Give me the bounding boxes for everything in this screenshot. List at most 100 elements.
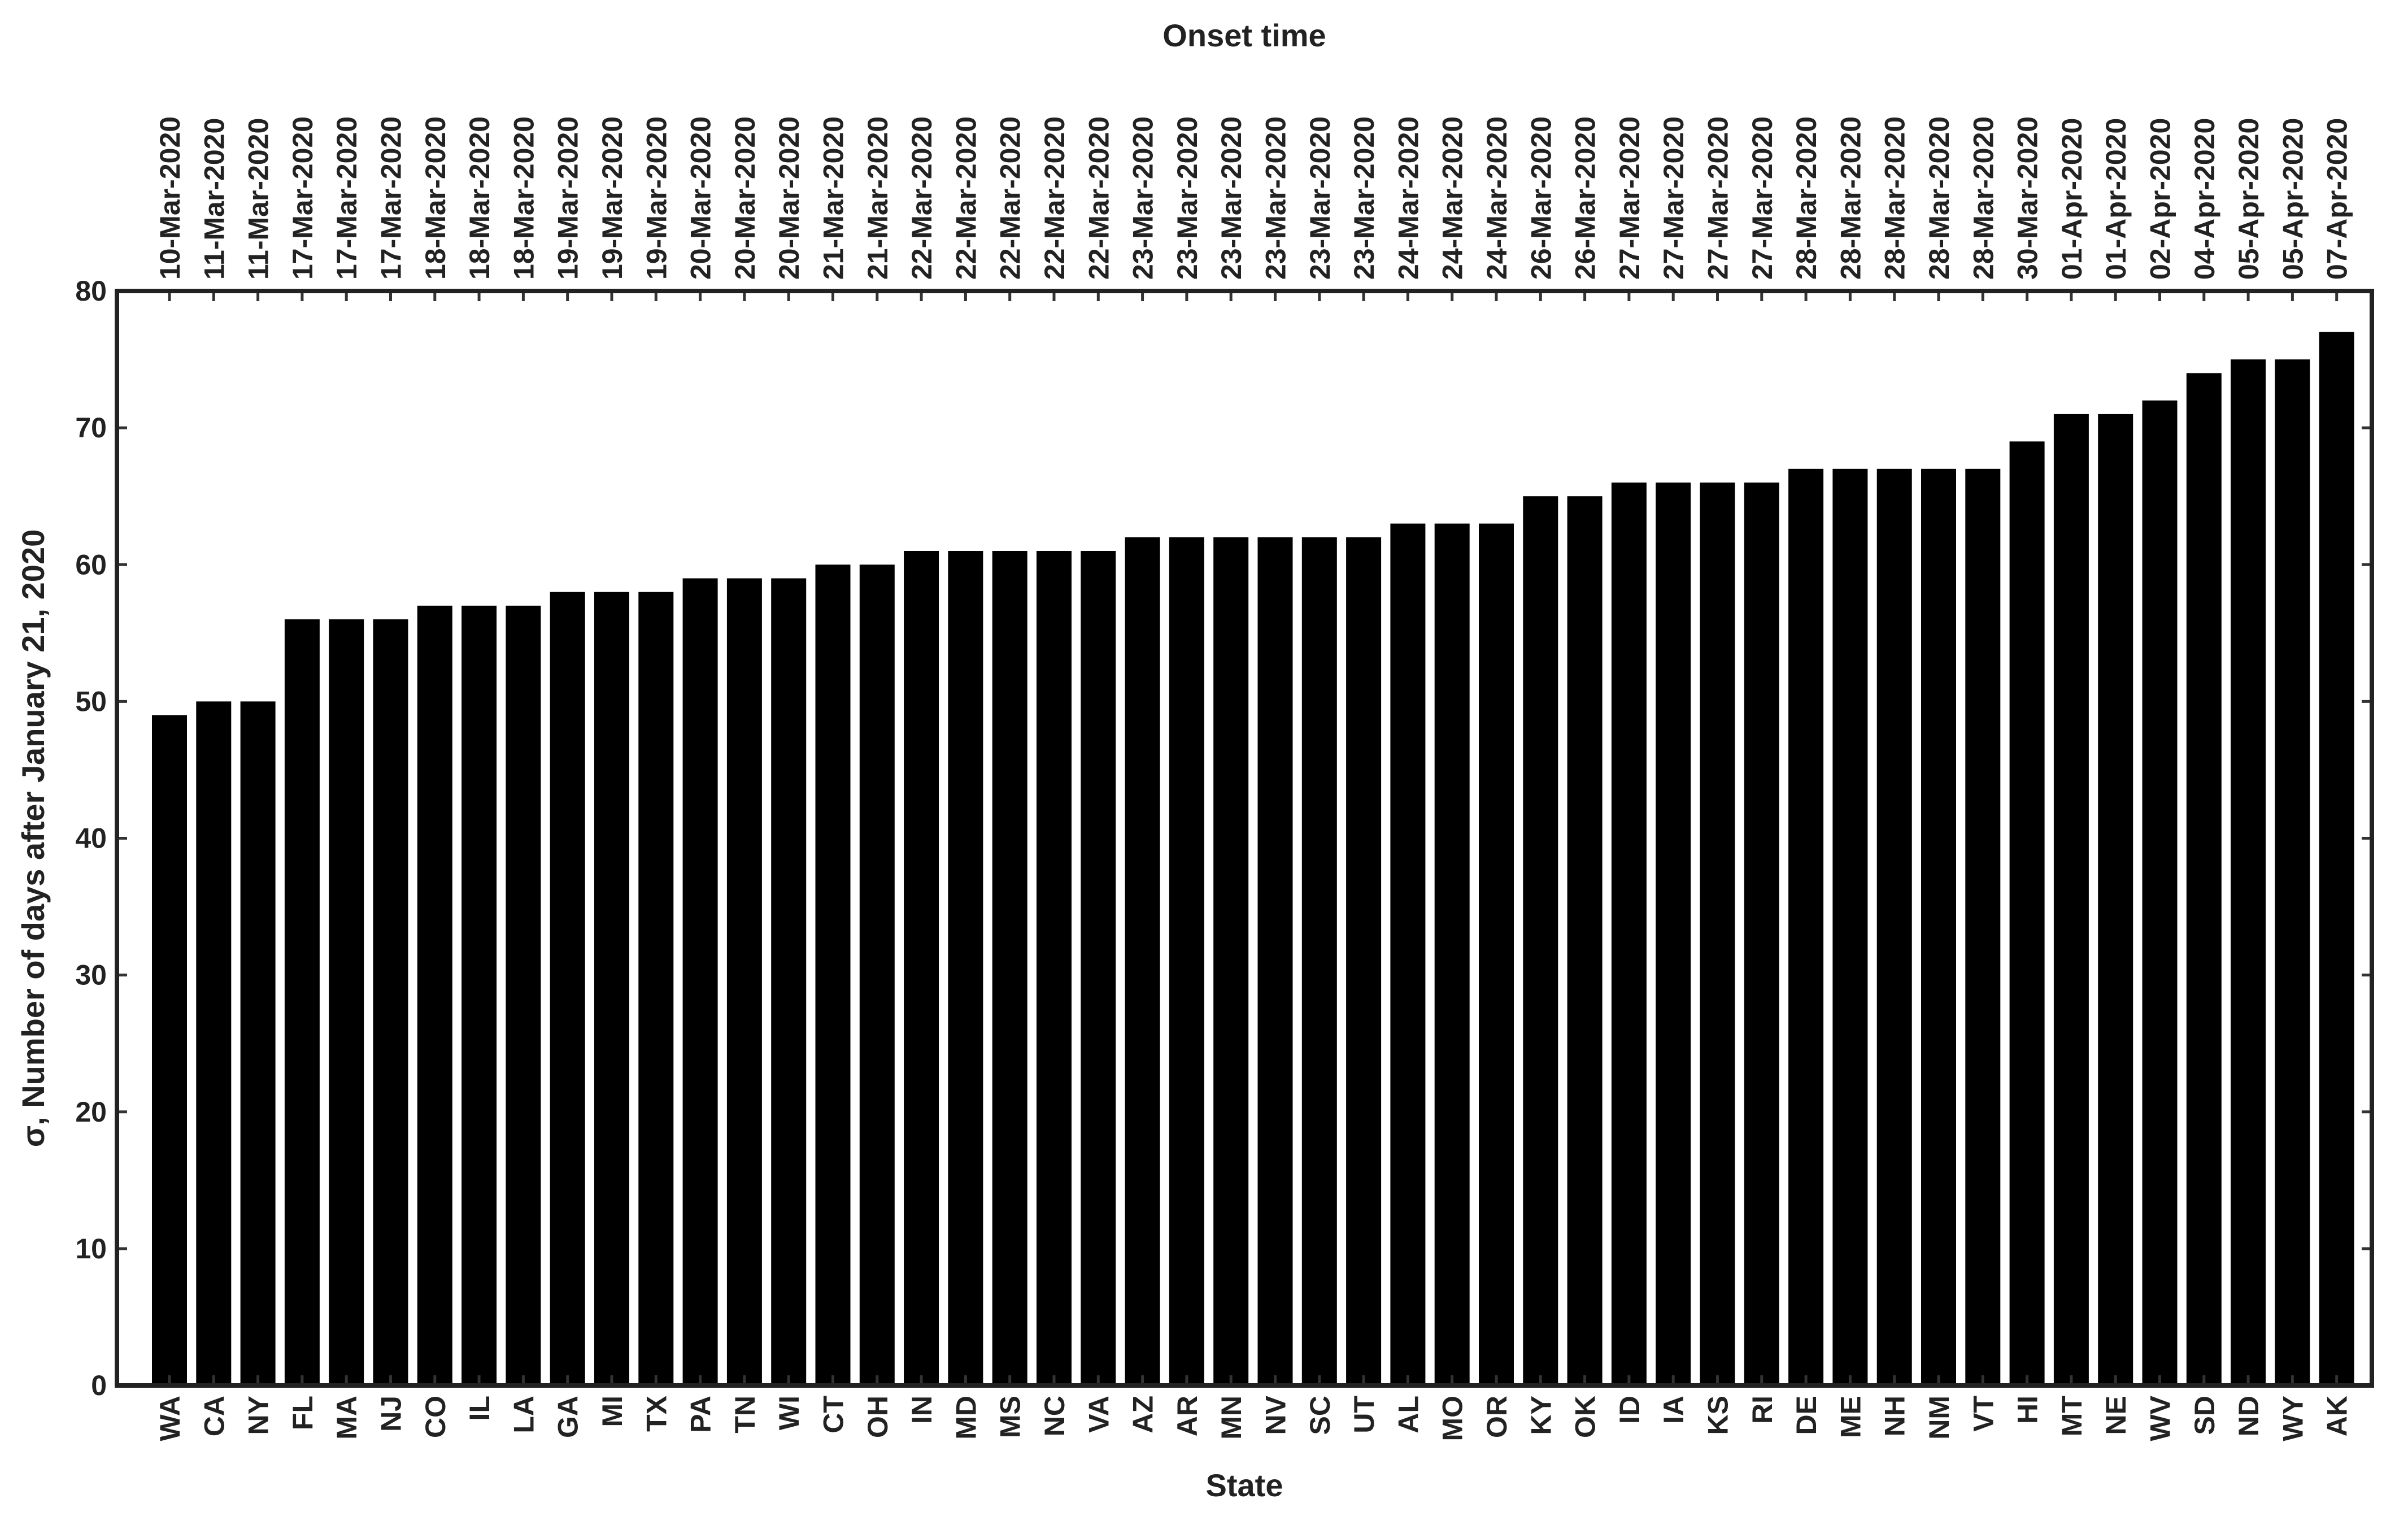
top-tick-label: 20-Mar-2020	[773, 116, 805, 280]
y-tick-label: 10	[75, 1233, 107, 1265]
bar-VA	[1081, 551, 1116, 1385]
bar-IL	[461, 605, 497, 1385]
x-tick-label: WA	[154, 1396, 186, 1441]
x-tick-label: NC	[1039, 1396, 1070, 1436]
bar-CA	[196, 701, 232, 1385]
x-tick-label: MI	[596, 1396, 628, 1427]
bar-CO	[417, 605, 452, 1385]
bar-MN	[1213, 537, 1249, 1385]
bar-WI	[771, 578, 807, 1385]
top-tick-label: 23-Mar-2020	[1348, 116, 1380, 280]
top-tick-label: 17-Mar-2020	[331, 116, 363, 280]
top-tick-label: 23-Mar-2020	[1216, 116, 1247, 280]
bar-WY	[2275, 359, 2310, 1385]
bar-PA	[682, 578, 718, 1385]
x-tick-label: IL	[464, 1396, 495, 1421]
top-tick-label: 17-Mar-2020	[376, 116, 407, 280]
top-tick-label: 18-Mar-2020	[508, 116, 539, 280]
top-tick-label: 01-Apr-2020	[2100, 118, 2132, 280]
x-tick-label: OR	[1481, 1396, 1513, 1438]
top-tick-label: 21-Mar-2020	[862, 116, 894, 280]
top-tick-label: 20-Mar-2020	[729, 116, 761, 280]
bar-MD	[948, 551, 983, 1385]
top-tick-label: 24-Mar-2020	[1481, 116, 1513, 280]
x-tick-label: WV	[2145, 1395, 2176, 1441]
bar-MA	[329, 619, 364, 1385]
top-tick-label: 22-Mar-2020	[995, 116, 1026, 280]
x-tick-label: MS	[995, 1396, 1026, 1438]
top-tick-label: 22-Mar-2020	[1039, 116, 1070, 280]
x-tick-label: AR	[1172, 1396, 1203, 1436]
bar-MT	[2053, 414, 2089, 1385]
bar-KS	[1700, 483, 1735, 1385]
bar-NH	[1876, 468, 1912, 1385]
x-tick-label: PA	[685, 1396, 717, 1433]
bar-TX	[638, 592, 674, 1385]
bar-RI	[1744, 483, 1779, 1385]
x-tick-label: WI	[773, 1396, 805, 1430]
y-tick-label: 30	[75, 959, 107, 991]
y-axis-label: σ, Number of days after January 21, 2020	[15, 529, 51, 1147]
x-tick-label: NM	[1923, 1396, 1955, 1440]
x-tick-label: TX	[641, 1396, 672, 1432]
bar-FL	[284, 619, 320, 1385]
top-tick-label: 18-Mar-2020	[464, 116, 495, 280]
bar-GA	[550, 592, 585, 1385]
y-tick-label: 80	[75, 275, 107, 307]
x-tick-label: ID	[1614, 1396, 1645, 1424]
x-tick-label: UT	[1348, 1396, 1380, 1434]
bar-MI	[594, 592, 629, 1385]
bar-TN	[726, 578, 762, 1385]
bar-ND	[2231, 359, 2266, 1385]
x-tick-label: NE	[2100, 1396, 2132, 1435]
x-tick-label: IN	[906, 1396, 938, 1424]
bar-KY	[1523, 496, 1558, 1386]
x-tick-label: VT	[1967, 1396, 1999, 1432]
x-tick-label: MN	[1216, 1396, 1247, 1440]
top-tick-label: 11-Mar-2020	[198, 118, 230, 280]
top-tick-label: 07-Apr-2020	[2322, 118, 2353, 280]
top-tick-label: 05-Apr-2020	[2277, 118, 2309, 280]
x-tick-label: MD	[950, 1396, 982, 1440]
top-tick-label: 24-Mar-2020	[1437, 116, 1469, 280]
bar-SC	[1301, 537, 1337, 1385]
top-tick-label: 21-Mar-2020	[818, 116, 850, 280]
x-tick-label: IA	[1658, 1396, 1689, 1424]
top-tick-label: 30-Mar-2020	[2012, 116, 2044, 280]
top-tick-label: 22-Mar-2020	[906, 116, 938, 280]
x-tick-label: NH	[1879, 1396, 1911, 1436]
top-tick-label: 10-Mar-2020	[154, 116, 186, 280]
x-tick-label: KS	[1702, 1396, 1734, 1435]
top-tick-label: 28-Mar-2020	[1835, 116, 1866, 280]
bar-SD	[2186, 373, 2222, 1385]
bar-OH	[859, 564, 895, 1386]
x-tick-label: SD	[2189, 1396, 2220, 1435]
top-tick-label: 28-Mar-2020	[1791, 116, 1822, 280]
top-tick-label: 20-Mar-2020	[685, 116, 717, 280]
top-tick-label: 23-Mar-2020	[1172, 116, 1203, 280]
x-tick-label: VA	[1083, 1396, 1114, 1433]
bar-AR	[1169, 537, 1204, 1385]
bar-IA	[1656, 483, 1691, 1385]
top-tick-label: 28-Mar-2020	[1923, 116, 1955, 280]
plot-frame	[115, 289, 2374, 1388]
bar-AL	[1390, 523, 1426, 1385]
top-tick-label: 23-Mar-2020	[1304, 116, 1336, 280]
bar-VT	[1965, 468, 2001, 1385]
x-tick-label: ND	[2233, 1396, 2265, 1436]
x-tick-label: MO	[1437, 1396, 1469, 1441]
x-tick-label: NV	[1260, 1395, 1292, 1435]
bar-NY	[240, 701, 276, 1385]
x-tick-label: DE	[1791, 1396, 1822, 1435]
top-tick-label: 22-Mar-2020	[1083, 116, 1114, 280]
x-tick-label: WY	[2277, 1396, 2309, 1441]
x-tick-label: SC	[1304, 1396, 1336, 1435]
bar-IN	[904, 551, 939, 1385]
x-tick-label: AZ	[1127, 1396, 1159, 1434]
x-tick-label: CO	[420, 1396, 451, 1438]
bar-WV	[2142, 400, 2178, 1386]
bar-NC	[1037, 551, 1072, 1385]
x-tick-label: MA	[331, 1396, 363, 1440]
y-tick-label: 20	[75, 1096, 107, 1128]
top-tick-label: 11-Mar-2020	[243, 118, 275, 280]
